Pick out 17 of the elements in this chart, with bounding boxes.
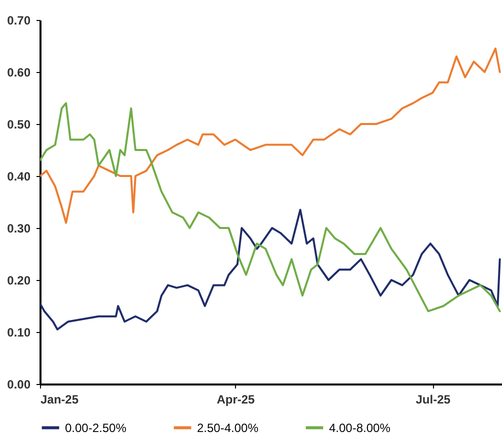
y-tick-label: 0.60 (7, 66, 31, 80)
x-tick-label: Jan-25 (40, 392, 79, 406)
legend-label: 4.00-8.00% (329, 420, 391, 435)
line-series (40, 48, 501, 224)
y-tick-label: 0.00 (7, 378, 31, 392)
line-series (40, 102, 501, 312)
x-tick-label: Apr-25 (216, 392, 256, 406)
x-tick-label: Jul-25 (416, 392, 451, 406)
y-tick-label: 0.30 (7, 222, 31, 236)
y-tick-label: 0.10 (7, 326, 31, 340)
legend-label: 0.00-2.50% (65, 420, 127, 435)
legend-label: 2.50-4.00% (197, 420, 259, 435)
y-tick-label: 0.50 (7, 118, 31, 132)
y-tick-label: 0.20 (7, 274, 31, 288)
y-tick-label: 0.40 (7, 170, 31, 184)
line-series (40, 208, 501, 330)
y-tick-label: 0.70 (7, 14, 31, 28)
